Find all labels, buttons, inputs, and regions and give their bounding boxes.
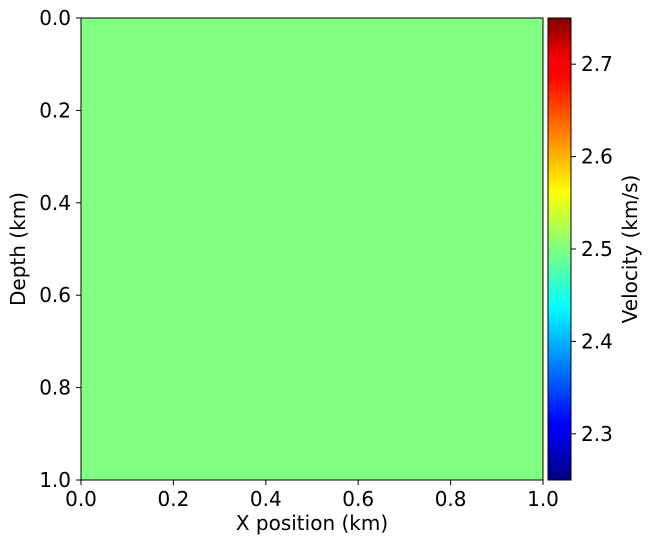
x-tick-label: 1.0 [527,487,559,511]
colorbar-tick-label: 2.4 [581,329,613,353]
x-tick-label: 0.2 [157,487,189,511]
x-tick-label: 0.4 [250,487,282,511]
plot-area [80,17,544,481]
colorbar-tick-label: 2.7 [581,52,613,76]
plot-frame [80,17,544,481]
colorbar-label: Velocity (km/s) [618,175,642,324]
colorbar-tick-label: 2.3 [581,422,613,446]
x-tick-label: 0.0 [65,487,97,511]
y-axis-label: Depth (km) [6,192,30,306]
x-axis-label: X position (km) [236,511,388,535]
colorbar-gradient [548,18,571,480]
colorbar: 2.3 2.4 2.5 2.6 2.7 Velocity (km/s) [547,17,642,481]
x-tick-label: 0.6 [342,487,374,511]
colorbar-tick-label: 2.6 [581,145,613,169]
y-tick-label: 0.6 [39,283,71,307]
y-tick-label: 1.0 [39,468,71,492]
y-tick-label: 0.2 [39,98,71,122]
colorbar-ticks: 2.3 2.4 2.5 2.6 2.7 [571,52,613,446]
x-tick-label: 0.8 [435,487,467,511]
x-axis-ticks: 0.0 0.2 0.4 0.6 0.8 1.0 [65,480,559,511]
y-tick-label: 0.8 [39,376,71,400]
colorbar-tick-label: 2.5 [581,237,613,261]
velocity-field [81,18,543,480]
y-axis-ticks: 0.0 0.2 0.4 0.6 0.8 1.0 [39,6,81,492]
y-tick-label: 0.0 [39,6,71,30]
y-tick-label: 0.4 [39,191,71,215]
